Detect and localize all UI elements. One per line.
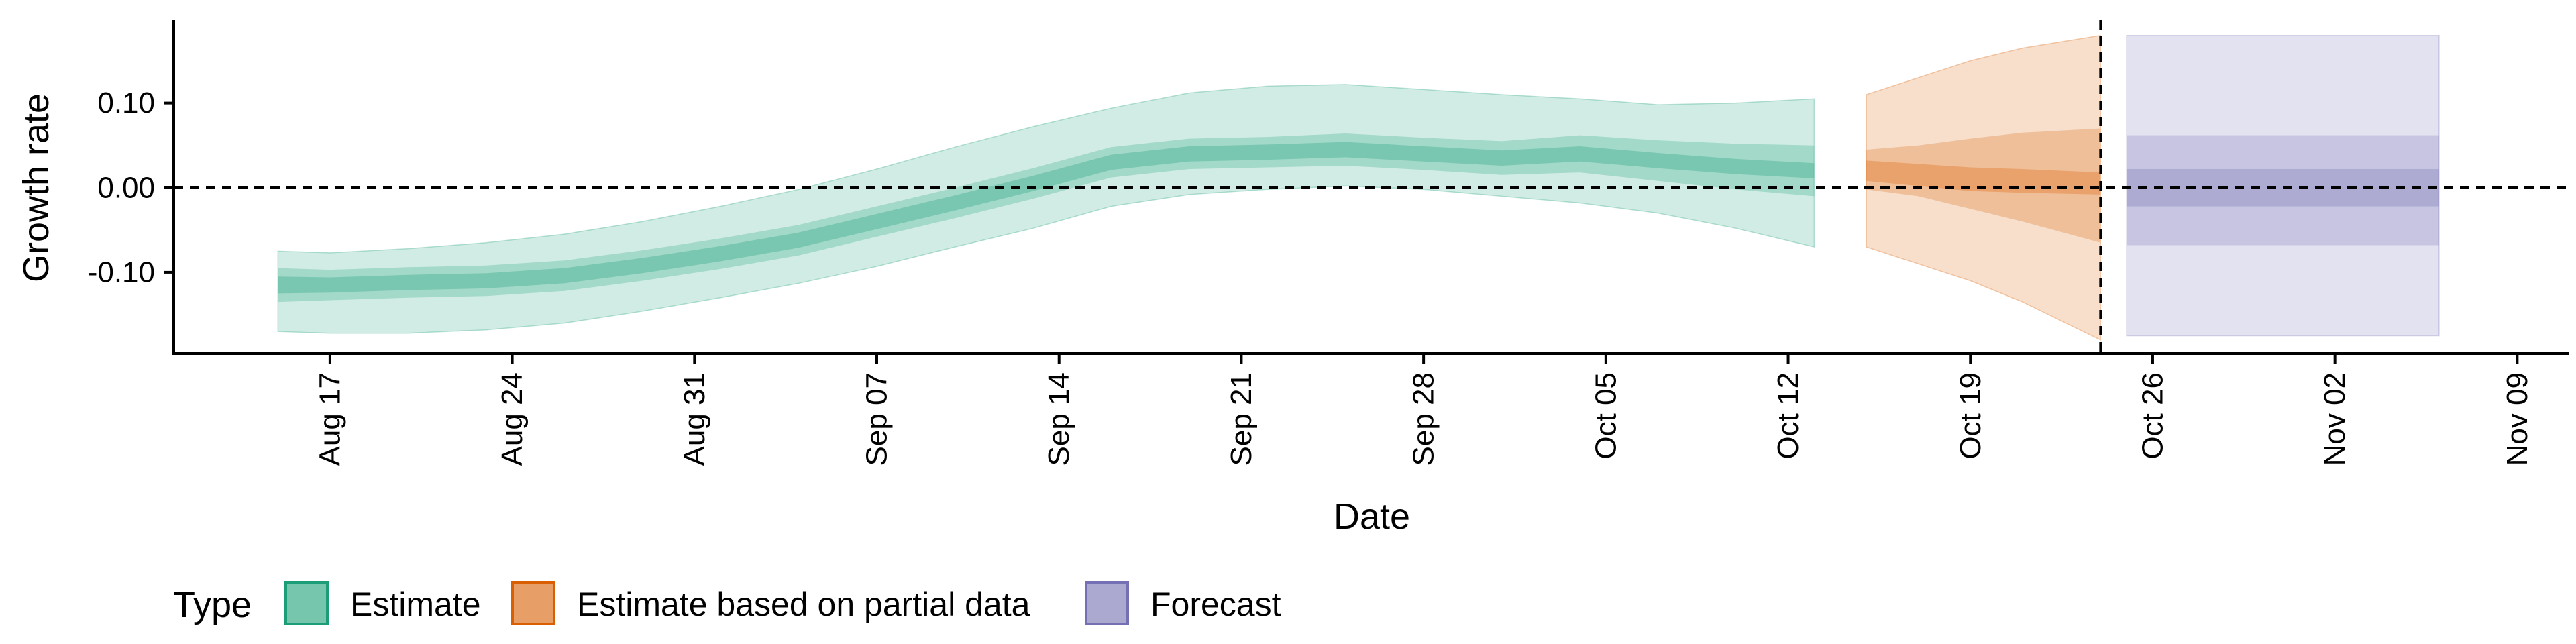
band-mid	[1866, 128, 2101, 243]
x-tick-label: Oct 05	[1589, 372, 1622, 460]
y-tick-label: 0.00	[97, 171, 155, 204]
x-axis-title: Date	[1334, 496, 1410, 537]
legend-key	[284, 581, 329, 625]
legend-key	[511, 581, 555, 625]
legend-entry: Estimate	[284, 581, 481, 625]
x-tick-label: Aug 24	[496, 372, 529, 466]
y-tick-label: 0.10	[97, 87, 155, 119]
x-tick-label: Oct 26	[2137, 372, 2169, 460]
x-tick-label: Sep 07	[861, 372, 894, 466]
band-mid	[278, 133, 1815, 303]
reference-lines	[174, 20, 2569, 354]
series-estimate-based-on-partial-data	[1866, 34, 2102, 341]
legend: Type Estimate Estimate based on partial d…	[173, 581, 1281, 625]
x-ticks: Aug 17 Aug 24 Aug 31 Sep 07 Sep 14 Sep 21 Sep …	[313, 354, 2534, 466]
x-tick-label: Aug 31	[678, 372, 711, 466]
legend-entry: Forecast	[1085, 581, 1281, 625]
legend-title: Type	[173, 585, 252, 625]
band-outer	[277, 84, 1815, 334]
band-inner	[1866, 160, 2101, 195]
x-tick-label: Oct 12	[1772, 372, 1805, 460]
x-tick-label: Oct 19	[1954, 372, 1987, 460]
x-tick-label: Sep 21	[1225, 372, 1258, 466]
x-tick-label: Sep 14	[1042, 372, 1075, 466]
x-tick-label: Nov 09	[2501, 372, 2534, 466]
y-axis-title: Growth rate	[16, 93, 56, 282]
legend-label: Forecast	[1150, 586, 1281, 623]
legend-label: Estimate based on partial data	[577, 586, 1030, 623]
x-tick-label: Nov 02	[2318, 372, 2351, 466]
y-ticks: -0.10 0.00 0.10	[88, 87, 174, 288]
legend-key	[1085, 581, 1129, 625]
legend-entry: Estimate based on partial data	[511, 581, 1030, 625]
x-tick-label: Sep 28	[1407, 372, 1440, 466]
series-forecast	[2126, 34, 2440, 337]
legend-label: Estimate	[350, 586, 481, 623]
band-outer	[2126, 34, 2440, 337]
series-estimate	[277, 84, 1815, 334]
y-tick-label: -0.10	[88, 256, 155, 288]
x-tick-label: Aug 17	[313, 372, 346, 466]
band-mid	[2127, 135, 2439, 246]
band-inner	[278, 142, 1815, 294]
